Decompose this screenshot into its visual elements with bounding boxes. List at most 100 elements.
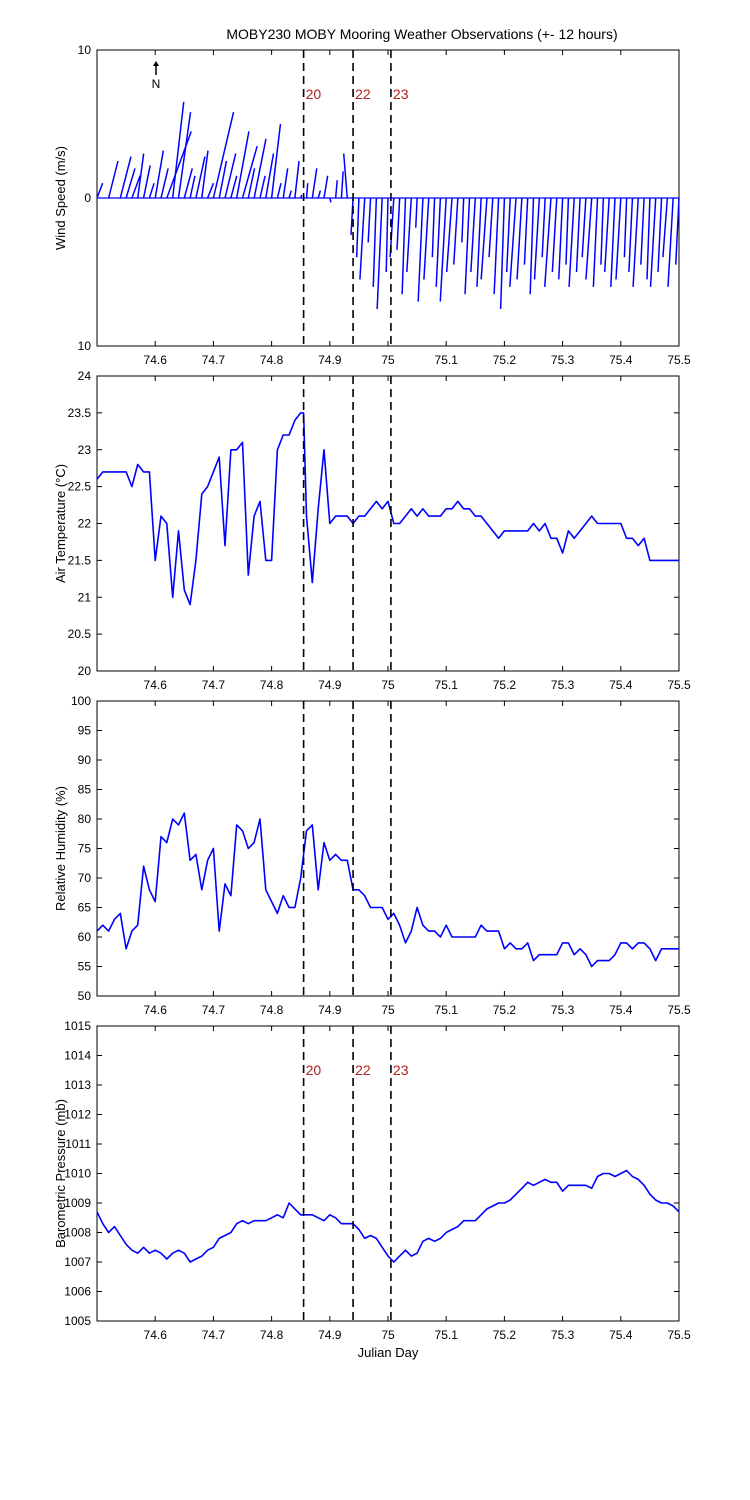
wind-vector bbox=[317, 190, 322, 199]
wind-vector bbox=[431, 197, 436, 258]
wind-vector bbox=[340, 171, 344, 199]
x-tick-label: 75.5 bbox=[667, 1328, 691, 1342]
y-tick-label: 75 bbox=[78, 842, 92, 856]
wind-vector bbox=[657, 197, 663, 273]
series-line bbox=[96, 1169, 680, 1263]
x-tick-label: 75.5 bbox=[667, 1003, 691, 1017]
x-tick-label: 75.3 bbox=[551, 678, 575, 692]
x-tick-label: 74.7 bbox=[202, 1003, 226, 1017]
wind-vector bbox=[359, 197, 366, 280]
y-tick-label: 90 bbox=[78, 753, 92, 767]
y-tick-label: 60 bbox=[78, 930, 92, 944]
wind-vector bbox=[476, 197, 482, 287]
y-tick-label: 80 bbox=[78, 812, 92, 826]
y-tick-label: 95 bbox=[78, 724, 92, 738]
wind-vector bbox=[385, 197, 389, 273]
wind-vector bbox=[323, 175, 329, 199]
x-tick-label: 74.8 bbox=[260, 678, 284, 692]
y-tick-label: 22.5 bbox=[68, 480, 92, 494]
wind-vector bbox=[464, 197, 471, 295]
wind-vector bbox=[177, 112, 192, 199]
wind-vector bbox=[453, 197, 459, 265]
y-tick-label: 65 bbox=[78, 901, 92, 915]
x-tick-label: 75.1 bbox=[435, 1003, 459, 1017]
wind-vector bbox=[674, 197, 680, 265]
x-tick-label: 75.2 bbox=[493, 1328, 517, 1342]
event-marker-label: 23 bbox=[393, 1062, 409, 1078]
wind-vector bbox=[461, 197, 465, 243]
wind-vector bbox=[171, 101, 185, 199]
wind-vector bbox=[439, 197, 447, 302]
wind-vector bbox=[247, 168, 256, 199]
wind-vector bbox=[480, 197, 488, 280]
x-tick-label: 74.9 bbox=[318, 1003, 342, 1017]
x-tick-label: 75 bbox=[381, 1328, 395, 1342]
wind-vector bbox=[125, 168, 136, 199]
y-tick-label: 1011 bbox=[65, 1137, 91, 1151]
wind-vector bbox=[581, 197, 587, 258]
wind-vector bbox=[253, 138, 267, 199]
wind-vector bbox=[160, 168, 169, 199]
wind-vector bbox=[259, 175, 266, 199]
wind-vector bbox=[96, 182, 104, 199]
x-tick-label: 75.3 bbox=[551, 1328, 575, 1342]
wind-vector bbox=[367, 197, 372, 243]
wind-vector bbox=[294, 160, 300, 199]
y-tick-label: 0 bbox=[84, 191, 91, 205]
wind-vector bbox=[136, 153, 145, 199]
wind-vector bbox=[575, 197, 581, 273]
wind-vector bbox=[488, 197, 494, 258]
wind-vector bbox=[276, 183, 282, 199]
wind-vector bbox=[558, 197, 564, 280]
x-tick-label: 74.6 bbox=[144, 1328, 168, 1342]
wind-vector bbox=[265, 153, 275, 199]
wind-vector bbox=[470, 197, 477, 273]
y-tick-label: 1006 bbox=[64, 1285, 91, 1299]
wind-vector bbox=[541, 197, 546, 258]
series-line bbox=[96, 812, 679, 968]
y-axis-label: Barometric Pressure (mb) bbox=[53, 1099, 68, 1248]
y-tick-label: 23.5 bbox=[68, 406, 92, 420]
x-tick-label: 74.7 bbox=[202, 353, 226, 367]
wind-vector bbox=[355, 197, 360, 258]
wind-vector bbox=[148, 182, 155, 199]
y-axis-label: Wind Speed (m/s) bbox=[53, 146, 68, 250]
chart-panel-3: 74.6 74.7 74.8 74.9 75 75.1 75.2 75.3 75.4 75.5 50… bbox=[53, 694, 691, 1017]
event-marker-label: 20 bbox=[306, 1062, 322, 1078]
y-tick-label: 1013 bbox=[64, 1078, 91, 1092]
wind-vector bbox=[435, 197, 442, 287]
x-tick-label: 74.6 bbox=[144, 353, 168, 367]
x-tick-label: 75.2 bbox=[493, 678, 517, 692]
x-tick-label: 75.2 bbox=[493, 1003, 517, 1017]
north-arrow-head-icon bbox=[153, 61, 159, 66]
wind-vector bbox=[568, 197, 575, 287]
y-tick-label: 21 bbox=[78, 590, 92, 604]
x-tick-label: 74.6 bbox=[144, 678, 168, 692]
y-tick-label: 21.5 bbox=[68, 553, 92, 567]
chart-panels: 74.6 74.7 74.8 74.9 75 75.1 75.2 75.3 75.4 75.5 10… bbox=[53, 43, 691, 1360]
y-tick-label: 70 bbox=[78, 871, 92, 885]
wind-vector bbox=[218, 160, 228, 199]
wind-vector bbox=[342, 153, 349, 199]
wind-vector bbox=[270, 123, 282, 199]
wind-vector bbox=[505, 197, 511, 273]
wind-vector bbox=[334, 180, 338, 199]
y-tick-label: 1014 bbox=[64, 1049, 91, 1063]
chart-panel-1: 74.6 74.7 74.8 74.9 75 75.1 75.2 75.3 75.4 75.5 10… bbox=[53, 43, 691, 367]
x-tick-label: 75.2 bbox=[493, 353, 517, 367]
x-tick-label: 75.4 bbox=[609, 678, 633, 692]
chart-panel-2: 74.6 74.7 74.8 74.9 75 75.1 75.2 75.3 75.4 75.5 20… bbox=[53, 369, 691, 692]
wind-vector bbox=[640, 197, 645, 265]
x-tick-label: 75.5 bbox=[667, 353, 691, 367]
wind-vector bbox=[166, 131, 192, 199]
x-tick-label: 75.3 bbox=[551, 353, 575, 367]
x-tick-label: 74.6 bbox=[144, 1003, 168, 1017]
y-tick-label: 1010 bbox=[64, 1167, 91, 1181]
wind-vector bbox=[406, 197, 413, 273]
wind-vector bbox=[649, 197, 657, 287]
wind-vector bbox=[230, 175, 238, 199]
y-tick-label: 24 bbox=[78, 369, 92, 383]
wind-vector bbox=[212, 111, 235, 199]
y-tick-label: 1015 bbox=[64, 1019, 91, 1033]
x-axis-label: Julian Day bbox=[358, 1345, 419, 1360]
